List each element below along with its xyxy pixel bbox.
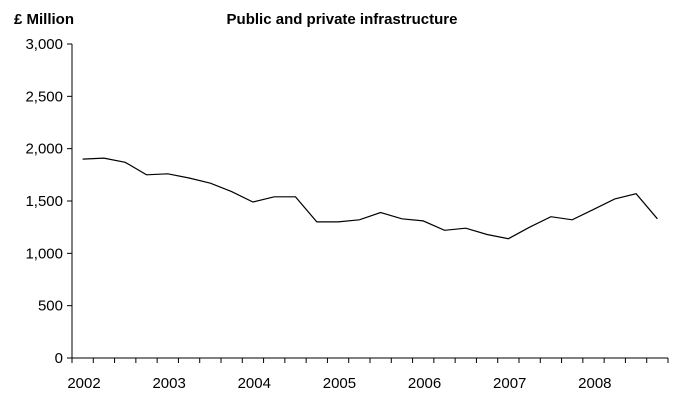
y-tick-label: 1,000 (25, 245, 63, 262)
x-axis: 2002 2003 2004 2005 2006 2007 2008 (67, 357, 669, 392)
x-tick-label: 2003 (152, 375, 185, 392)
y-tick-label: 0 (55, 350, 63, 367)
y-axis-unit-label: £ Million (14, 11, 74, 28)
x-tick-label: 2004 (238, 375, 271, 392)
y-axis: 0 500 1,000 1,500 2,000 2,500 3,000 (25, 36, 73, 367)
y-tick-label: 1,500 (25, 193, 63, 210)
series-line (82, 157, 658, 240)
series-layer (82, 157, 658, 240)
chart-title: Public and private infrastructure (227, 11, 458, 28)
x-tick-label: 2002 (67, 375, 100, 392)
y-tick-label: 2,500 (25, 88, 63, 105)
y-tick-label: 3,000 (25, 36, 63, 53)
y-tick-label: 2,000 (25, 141, 63, 158)
x-tick-label: 2007 (493, 375, 526, 392)
x-tick-label: 2008 (578, 375, 611, 392)
x-tick-label: 2005 (323, 375, 356, 392)
y-tick-label: 500 (38, 298, 63, 315)
x-tick-label: 2006 (408, 375, 441, 392)
